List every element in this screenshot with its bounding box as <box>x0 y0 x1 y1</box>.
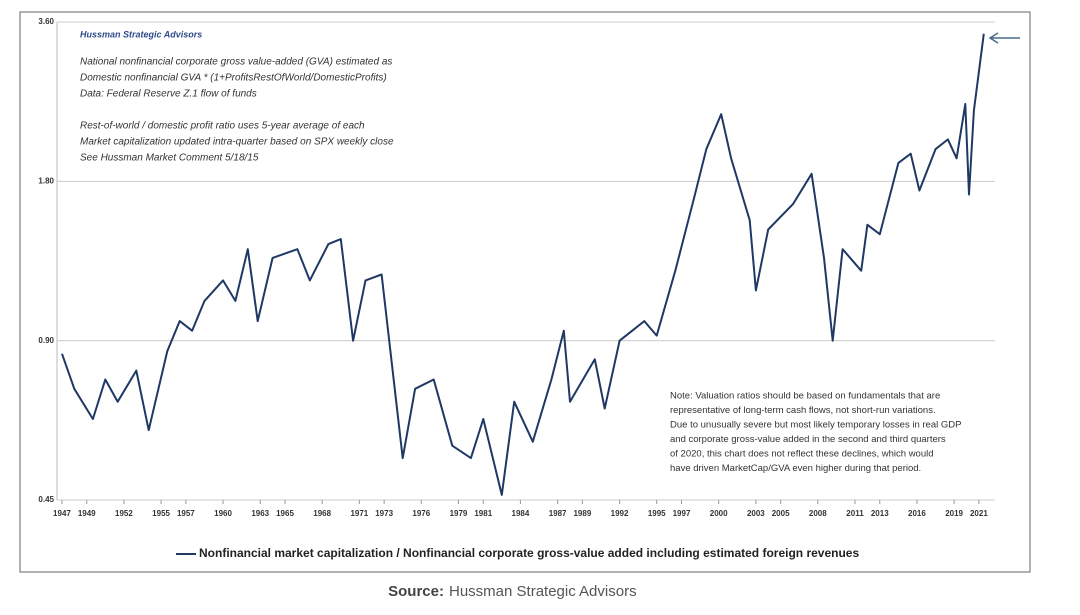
x-tick-label: 2008 <box>809 509 827 518</box>
x-tick-label: 1952 <box>115 509 133 518</box>
x-tick-label: 1984 <box>512 509 530 518</box>
arrow <box>988 32 1020 44</box>
annotation: Data: Federal Reserve Z.1 flow of funds <box>80 89 257 100</box>
x-tick-label: 1968 <box>313 509 331 518</box>
annotation: Domestic nonfinancial GVA * (1+ProfitsRe… <box>80 73 387 84</box>
x-tick-label: 2003 <box>747 509 765 518</box>
note: Note: Valuation ratios should be based o… <box>670 391 961 475</box>
annotations: National nonfinancial corporate gross va… <box>80 57 394 164</box>
x-tick-label: 1965 <box>276 509 294 518</box>
data-line <box>61 33 985 496</box>
annotation: Rest-of-world / domestic profit ratio us… <box>80 121 365 132</box>
note-line: Due to unusually severe but most likely … <box>670 420 961 431</box>
x-tick-label: 1955 <box>152 509 170 518</box>
y-tick-label: 1.80 <box>38 176 54 185</box>
y-tick-label: 0.90 <box>38 336 54 345</box>
x-tick-label: 1976 <box>412 509 430 518</box>
note-line: representative of long-term cash flows, … <box>670 405 936 416</box>
legend-label: Nonfinancial market capitalization / Non… <box>199 546 859 560</box>
x-tick-label: 2016 <box>908 509 926 518</box>
x-tick-label: 1973 <box>375 509 393 518</box>
x-tick-label: 2005 <box>772 509 790 518</box>
source: Hussman Strategic Advisors <box>449 583 637 600</box>
note-line: Note: Valuation ratios should be based o… <box>670 391 940 402</box>
x-tick-label: 2013 <box>871 509 889 518</box>
note-line: of 2020, this chart does not reflect the… <box>670 449 934 460</box>
x-tick-label: 1971 <box>350 509 368 518</box>
brand: Hussman Strategic Advisors <box>80 29 202 39</box>
x-tick-label: 1979 <box>450 509 468 518</box>
y-tick-label: 3.60 <box>38 17 54 26</box>
x-tick-label: 2019 <box>945 509 963 518</box>
source-label: Source: <box>388 583 444 600</box>
chart-frame <box>19 11 1031 573</box>
x-tick-label: 1981 <box>474 509 492 518</box>
x-tick-label: 1947 <box>53 509 71 518</box>
x-tick-label: 1949 <box>78 509 96 518</box>
x-tick-label: 1960 <box>214 509 232 518</box>
x-tick-label: 1987 <box>549 509 567 518</box>
x-tick-label: 1989 <box>573 509 591 518</box>
x-tick-label: 1963 <box>251 509 269 518</box>
x-tick-label: 1957 <box>177 509 195 518</box>
note-line: have driven MarketCap/GVA even higher du… <box>670 463 921 474</box>
annotation: See Hussman Market Comment 5/18/15 <box>80 153 259 164</box>
annotation: Market capitalization updated intra-quar… <box>80 137 394 148</box>
x-tick-label: 2011 <box>846 509 864 518</box>
y-tick-label: 0.45 <box>38 495 54 504</box>
x-tick-label: 1997 <box>673 509 691 518</box>
x-tick-label: 2021 <box>970 509 988 518</box>
annotation: National nonfinancial corporate gross va… <box>80 57 392 68</box>
x-tick-label: 1992 <box>611 509 629 518</box>
note-line: and corporate gross-value added in the s… <box>670 434 946 445</box>
x-tick-label: 1995 <box>648 509 666 518</box>
x-tick-label: 2000 <box>710 509 728 518</box>
